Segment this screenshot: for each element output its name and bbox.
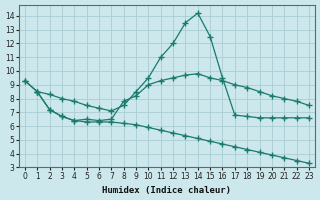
X-axis label: Humidex (Indice chaleur): Humidex (Indice chaleur) xyxy=(102,186,231,195)
